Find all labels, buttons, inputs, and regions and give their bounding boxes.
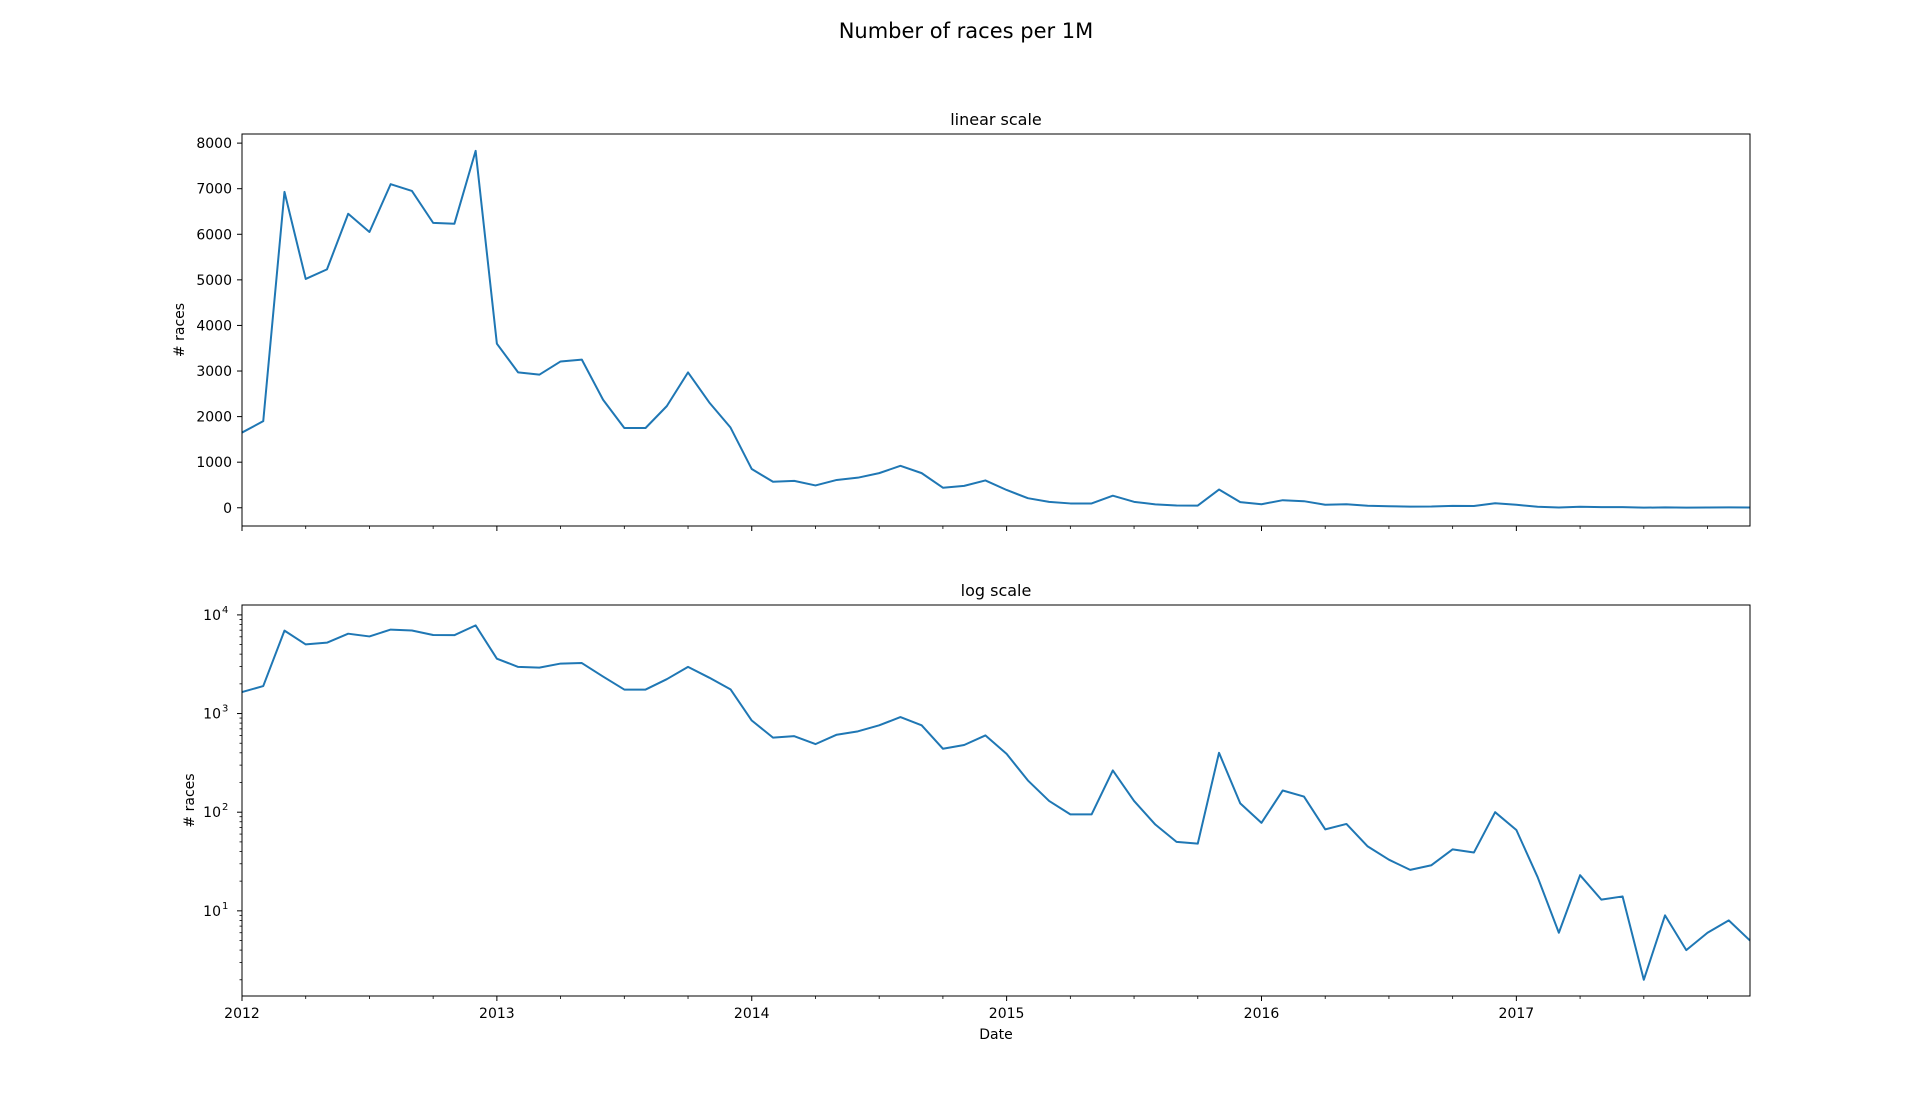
y-tick-label: 2000 xyxy=(196,410,232,426)
y-tick-label-exponent: 3 xyxy=(222,704,228,715)
y-tick-label: 3000 xyxy=(196,364,232,380)
x-tick-label: 2015 xyxy=(989,1006,1025,1022)
y-tick-label: 4000 xyxy=(196,318,232,334)
y-tick-label: 10 xyxy=(203,707,221,723)
data-line-1 xyxy=(241,149,1751,509)
y-tick-label: 10 xyxy=(203,904,221,920)
figure-title: Number of races per 1M xyxy=(839,19,1094,43)
y-tick-label: 0 xyxy=(223,501,232,517)
y-tick-label-exponent: 2 xyxy=(222,802,228,813)
y-axis-label: # races xyxy=(172,303,188,357)
x-tick-label: 2013 xyxy=(479,1006,515,1022)
y-tick-label: 10 xyxy=(203,805,221,821)
chart-panel-1: linear scale 0 1000 2000 3000 4000 5000 6000 700… xyxy=(172,110,1751,531)
x-tick-label: 2017 xyxy=(1499,1006,1535,1022)
data-line-1 xyxy=(241,624,1751,981)
x-tick-label: 2014 xyxy=(734,1006,770,1022)
y-tick-label: 10 xyxy=(203,608,221,624)
y-tick-label: 5000 xyxy=(196,273,232,289)
y-tick-label: 1000 xyxy=(196,455,232,471)
y-tick-label: 6000 xyxy=(196,227,232,243)
x-axis-label: Date xyxy=(979,1027,1012,1043)
y-tick-label: 7000 xyxy=(196,182,232,198)
x-tick-label: 2012 xyxy=(224,1006,260,1022)
panel-title: linear scale xyxy=(950,110,1042,129)
y-tick-label-exponent: 4 xyxy=(222,605,228,616)
axes-frame xyxy=(241,133,1751,527)
y-axis-label: # races xyxy=(182,773,198,827)
axes-frame xyxy=(241,604,1751,997)
panel-title: log scale xyxy=(961,581,1032,600)
y-tick-label: 8000 xyxy=(196,136,232,152)
x-tick-label: 2016 xyxy=(1244,1006,1280,1022)
y-tick-label-exponent: 1 xyxy=(222,901,228,912)
